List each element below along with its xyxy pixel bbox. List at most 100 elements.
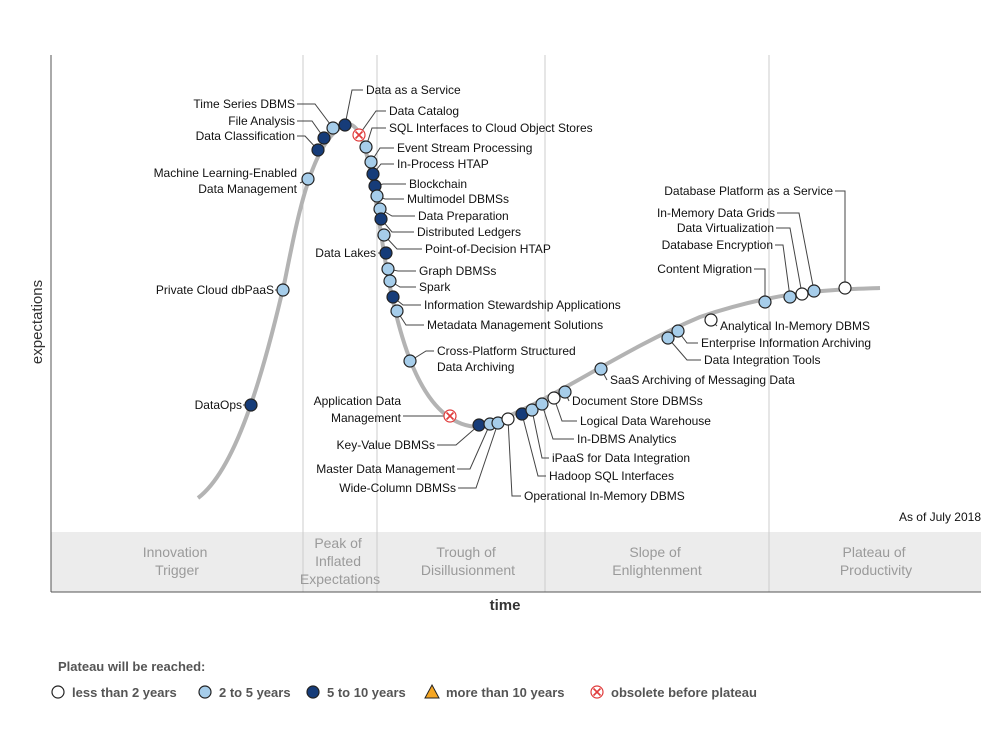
marker-graph-dbmss <box>381 262 395 276</box>
marker-ipaas-for-data-integration <box>525 403 539 417</box>
leader-data-as-a-service <box>344 89 363 126</box>
label-data-lakes: Data Lakes <box>315 246 376 260</box>
marker-operational-in-memory-dbms <box>501 412 515 426</box>
leader-database-platform-as-a-service <box>835 190 846 288</box>
label-ipaas-for-data-integration: iPaaS for Data Integration <box>552 451 690 465</box>
label-master-data-management: Master Data Management <box>316 462 455 476</box>
marker-distributed-ledgers <box>374 212 388 226</box>
leader-data-integration-tools <box>667 337 701 361</box>
leader-key-value-dbmss <box>437 424 480 446</box>
label-sql-interfaces-to-cloud-object-stores: SQL Interfaces to Cloud Object Stores <box>389 121 593 135</box>
legend-marker-lt2 <box>51 685 65 699</box>
marker-event-stream-processing <box>364 155 378 169</box>
marker-in-memory-data-grids <box>807 284 821 298</box>
leader-lines <box>243 89 846 497</box>
as-of-date: As of July 2018 <box>899 510 981 524</box>
leader-data-catalog <box>358 110 386 136</box>
marker-key-value-dbmss <box>472 418 486 432</box>
label-dataops: DataOps <box>195 398 242 412</box>
legend-marker-gt10 <box>424 683 440 699</box>
marker-logical-data-warehouse <box>547 391 561 405</box>
marker-information-stewardship-applications <box>386 290 400 304</box>
marker-content-migration <box>758 295 772 309</box>
leader-logical-data-warehouse <box>553 397 577 422</box>
marker-private-cloud-dbpaas <box>276 283 290 297</box>
label-logical-data-warehouse: Logical Data Warehouse <box>580 414 711 428</box>
phase-label-innovation-trigger: Innovation Trigger <box>143 544 212 578</box>
technology-labels: DataOps Private Cloud dbPaaS Machine Learn… <box>154 83 872 503</box>
marker-in-process-htap <box>366 167 380 181</box>
label-machine-learning-enabled-data-management: Machine Learning-Enabled Data Management <box>154 166 298 196</box>
marker-data-classification <box>311 143 325 157</box>
marker-file-analysis <box>317 131 331 145</box>
marker-saas-archiving-of-messaging-data <box>594 362 608 376</box>
marker-data-as-a-service <box>338 118 352 132</box>
marker-database-encryption <box>783 290 797 304</box>
phase-label-peak: Peak of Inflated Expectations <box>300 535 380 587</box>
leader-ipaas-for-data-integration <box>531 409 549 459</box>
label-graph-dbmss: Graph DBMSs <box>419 264 496 278</box>
label-operational-in-memory-dbms: Operational In-Memory DBMS <box>524 489 685 503</box>
leader-sql-interfaces-to-cloud-object-stores <box>365 127 386 148</box>
label-file-analysis: File Analysis <box>228 114 295 128</box>
label-data-catalog: Data Catalog <box>389 104 459 118</box>
phase-label-plateau: Plateau of Productivity <box>840 544 912 578</box>
label-data-integration-tools: Data Integration Tools <box>704 353 821 367</box>
marker-analytical-in-memory-dbms <box>704 313 718 327</box>
label-multimodel-dbmss: Multimodel DBMSs <box>407 192 509 206</box>
label-enterprise-information-archiving: Enterprise Information Archiving <box>701 336 871 350</box>
legend-label-lt2: less than 2 years <box>72 685 177 700</box>
leader-file-analysis <box>297 120 325 139</box>
label-document-store-dbmss: Document Store DBMSs <box>572 394 703 408</box>
label-content-migration: Content Migration <box>657 262 752 276</box>
marker-data-catalog-cross <box>354 130 364 140</box>
label-saas-archiving-of-messaging-data: SaaS Archiving of Messaging Data <box>610 373 795 387</box>
label-private-cloud-dbpaas: Private Cloud dbPaaS <box>156 283 274 297</box>
legend-items: less than 2 years 2 to 5 years 5 to 10 yea… <box>51 683 757 700</box>
marker-spark <box>383 274 397 288</box>
legend-label-gt10: more than 10 years <box>446 685 565 700</box>
label-key-value-dbmss: Key-Value DBMSs <box>337 438 435 452</box>
marker-database-platform-as-a-service <box>838 281 852 295</box>
label-data-virtualization: Data Virtualization <box>677 221 774 235</box>
technology-markers <box>244 118 852 432</box>
label-data-as-a-service: Data as a Service <box>366 83 461 97</box>
marker-time-series-dbms <box>326 121 340 135</box>
label-distributed-ledgers: Distributed Ledgers <box>417 225 521 239</box>
leader-hadoop-sql-interfaces <box>521 413 546 477</box>
label-database-encryption: Database Encryption <box>662 238 773 252</box>
label-in-dbms-analytics: In-DBMS Analytics <box>577 432 676 446</box>
phase-label-trough: Trough of Disillusionment <box>421 544 515 578</box>
marker-cross-platform-structured-data-archiving <box>403 354 417 368</box>
marker-enterprise-information-archiving <box>671 324 685 338</box>
label-metadata-management-solutions: Metadata Management Solutions <box>427 318 603 332</box>
leader-content-migration <box>754 268 766 302</box>
leader-master-data-management <box>457 423 491 470</box>
marker-data-lakes <box>379 246 393 260</box>
legend-label-2to5: 2 to 5 years <box>219 685 291 700</box>
label-in-process-htap: In-Process HTAP <box>397 157 489 171</box>
legend-marker-2to5 <box>198 685 212 699</box>
label-data-preparation: Data Preparation <box>418 209 509 223</box>
leader-data-virtualization <box>776 227 803 295</box>
label-database-platform-as-a-service: Database Platform as a Service <box>664 184 833 198</box>
leader-time-series-dbms <box>297 103 334 129</box>
legend-label-obsolete: obsolete before plateau <box>611 685 757 700</box>
label-wide-column-dbmss: Wide-Column DBMSs <box>339 481 456 495</box>
leader-in-memory-data-grids <box>777 212 815 292</box>
marker-in-dbms-analytics <box>535 397 549 411</box>
label-cross-platform-structured-data-archiving: Cross-Platform Structured Data Archiving <box>437 344 576 374</box>
label-hadoop-sql-interfaces: Hadoop SQL Interfaces <box>549 469 674 483</box>
phase-dividers <box>302 55 770 592</box>
phase-label-slope: Slope of Enlightenment <box>612 544 702 578</box>
marker-application-data-management-cross <box>445 411 455 421</box>
marker-multimodel-dbmss <box>370 189 384 203</box>
label-analytical-in-memory-dbms: Analytical In-Memory DBMS <box>720 319 870 333</box>
label-data-classification: Data Classification <box>196 129 295 143</box>
x-axis-title: time <box>490 597 521 614</box>
marker-data-virtualization <box>795 287 809 301</box>
label-application-data-management: Application Data Management <box>314 394 402 425</box>
leader-in-dbms-analytics <box>541 403 574 440</box>
legend-title: Plateau will be reached: <box>58 659 205 674</box>
